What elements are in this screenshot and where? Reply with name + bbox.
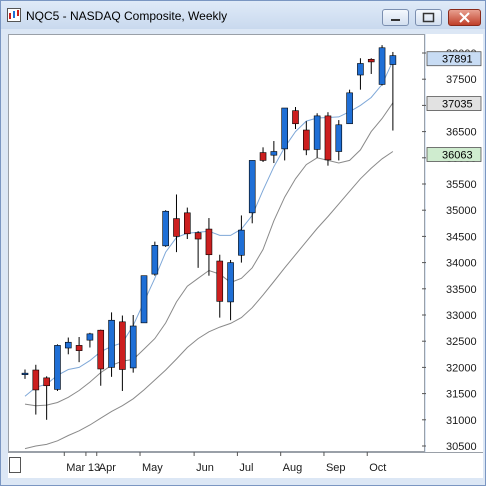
window-title: NQC5 - NASDAQ Composite, Weekly [26,9,228,23]
x-tick-label: Jun [196,462,214,474]
price-badge-label: 37891 [442,54,473,66]
x-tick-label: Sep [326,462,346,474]
candle-up [54,345,61,390]
price-badge-label: 36063 [442,149,473,161]
candle-down [184,212,191,235]
candle-down [216,260,224,302]
candle-down [173,218,180,237]
title-bar[interactable]: NQC5 - NASDAQ Composite, Weekly [1,1,485,29]
x-tick-label: Mar [66,462,85,474]
candle-up [389,55,397,65]
y-tick-label: 31500 [446,389,477,401]
price-badge-label: 37035 [442,99,473,111]
x-tick-label: Aug [283,462,303,474]
minimize-button[interactable] [382,9,409,26]
moving-average-line [24,151,394,450]
candle-up [227,262,234,303]
minimize-icon [391,19,400,21]
close-icon [459,12,470,23]
y-tick-label: 32000 [446,362,477,374]
y-tick-label: 37500 [446,74,477,86]
x-tick-label: Oct [369,462,386,474]
candle-up [248,160,256,214]
y-tick-label: 33500 [446,284,477,296]
candle-up [313,115,321,150]
candle-up [64,341,72,349]
app-chart-icon [7,8,21,22]
candle-up [21,372,29,375]
scroll-corner-box[interactable] [9,457,21,473]
candle-down [194,232,202,240]
candle-up [238,229,245,256]
candle-down [97,329,105,370]
price-badge-low [426,147,482,162]
y-tick-label: 33000 [446,310,477,322]
candle-up [140,275,148,324]
candle-down [259,152,267,161]
candle-down [324,115,332,161]
y-tick-label: 32500 [446,336,477,348]
candle-up [335,124,343,152]
y-tick-label: 36500 [446,127,477,139]
y-tick-label: 31000 [446,415,477,427]
candle-up [270,151,278,156]
maximize-button[interactable] [415,9,442,26]
x-tick-label: Jul [239,462,253,474]
candle-down [303,129,310,151]
candle-down [367,58,375,63]
y-tick-label: 34500 [446,231,477,243]
plot-area[interactable] [8,34,425,452]
candle-up [281,107,288,150]
price-badge-last [426,51,482,67]
candle-up [346,92,353,125]
x-tick-label: May [142,462,163,474]
candle-down [75,345,83,351]
date-axis [8,452,483,478]
candle-down [292,110,299,125]
x-tick-label: 13 [88,462,100,474]
candle-up [357,63,364,76]
candle-down [32,369,40,391]
close-button[interactable] [448,9,481,26]
candle-down [205,228,213,256]
x-tick-label: Apr [99,462,116,474]
restore-icon [422,12,435,23]
y-tick-label: 34000 [446,258,477,270]
candle-up [162,210,169,247]
y-tick-label: 35500 [446,179,477,191]
price-badge-mid [426,96,482,111]
candle-up [86,333,94,341]
candle-up [378,47,386,85]
y-tick-label: 30500 [446,441,477,453]
candle-up [129,325,137,369]
y-tick-label: 35000 [446,205,477,217]
candle-down [43,377,50,387]
candle-down [119,321,126,370]
candle-up [151,245,159,275]
candle-up [108,319,115,368]
